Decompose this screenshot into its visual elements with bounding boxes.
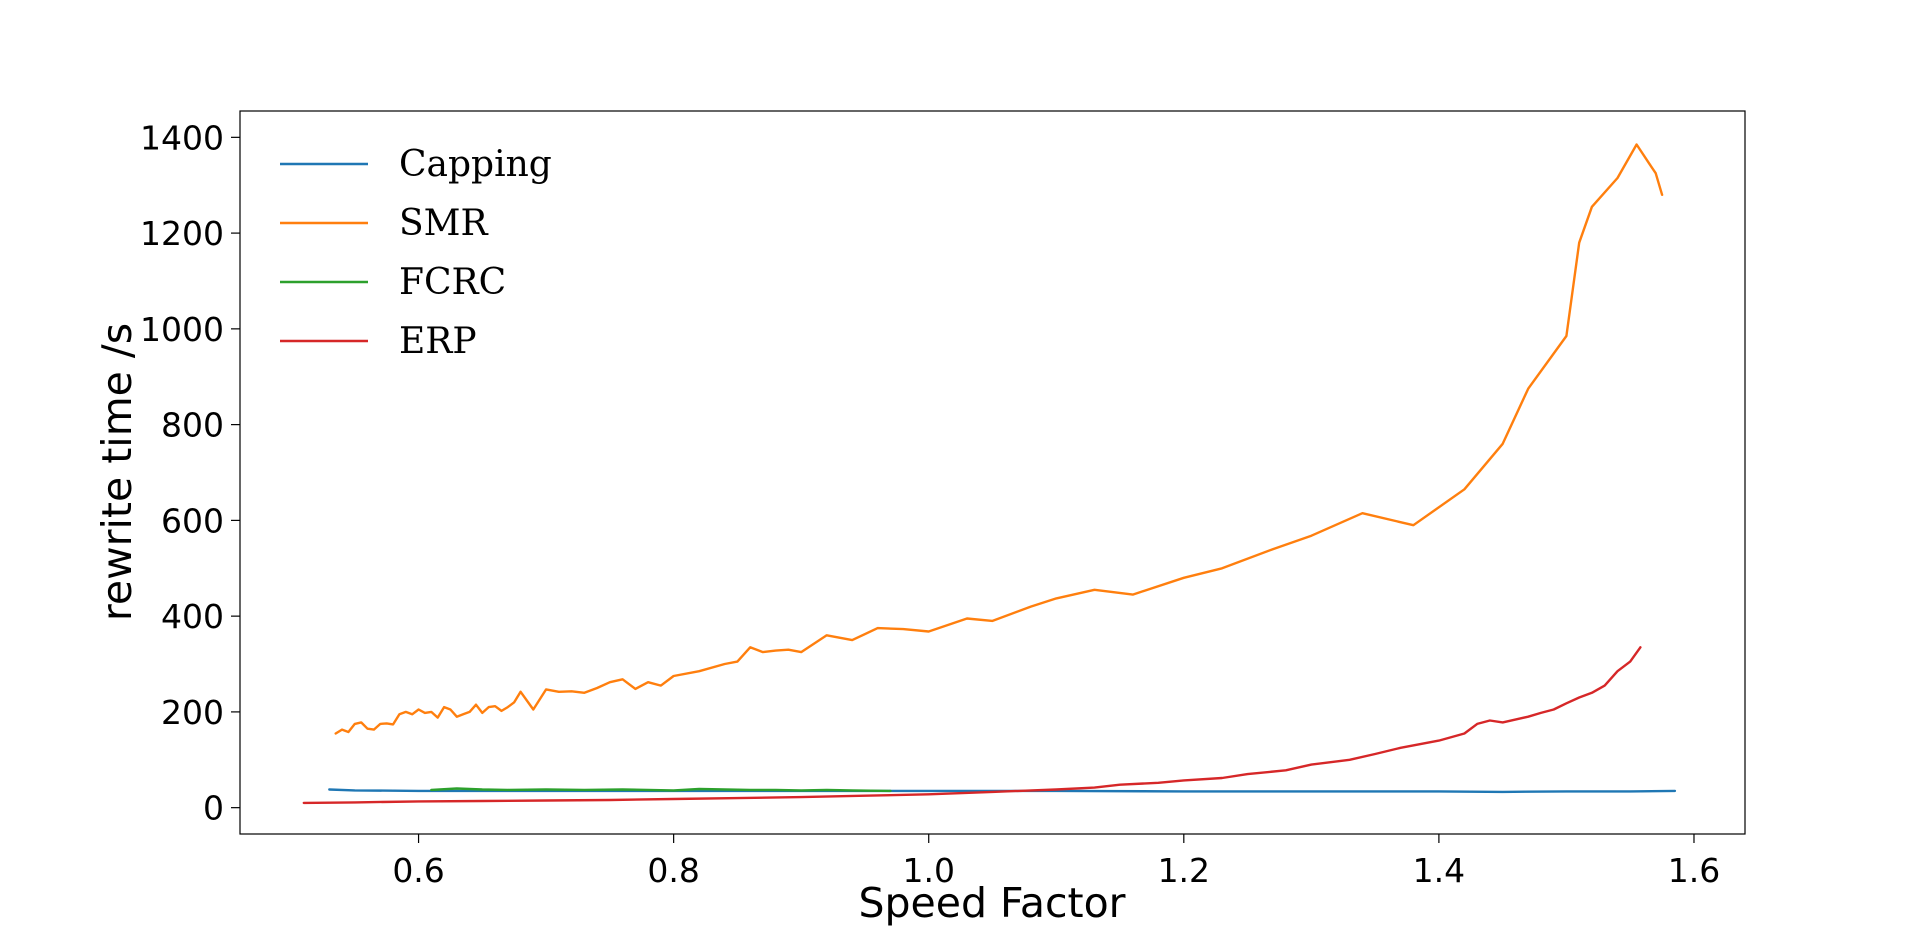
y-tick-label: 1200 xyxy=(140,214,224,253)
series-line-smr xyxy=(334,143,1664,735)
legend-item-capping: Capping xyxy=(280,144,552,185)
legend: Capping SMR FCRC ERP xyxy=(280,144,552,362)
x-axis: 0.6 0.8 1.0 1.2 1.4 1.6 xyxy=(392,834,1720,890)
x-tick-label: 1.2 xyxy=(1158,851,1210,890)
x-tick-label: 0.8 xyxy=(647,851,699,890)
y-tick-label: 200 xyxy=(161,693,224,732)
legend-label: SMR xyxy=(399,203,489,244)
x-tick-label: 1.0 xyxy=(902,851,954,890)
x-tick-label: 1.4 xyxy=(1413,851,1465,890)
x-tick-label: 1.6 xyxy=(1668,851,1720,890)
legend-label: ERP xyxy=(399,321,477,362)
y-tick-label: 1400 xyxy=(140,118,224,157)
y-tick-label: 800 xyxy=(161,406,224,445)
plot-frame xyxy=(239,110,1746,835)
series-line-fcrc xyxy=(430,787,892,793)
legend-label: Capping xyxy=(399,144,552,185)
y-tick-label: 600 xyxy=(161,501,224,540)
x-axis-title: Speed Factor xyxy=(858,879,1125,927)
y-tick-label: 0 xyxy=(203,789,224,828)
legend-item-fcrc: FCRC xyxy=(280,262,506,303)
series-layer xyxy=(302,143,1677,805)
series-line-erp xyxy=(302,646,1642,805)
y-tick-label: 1000 xyxy=(140,310,224,349)
y-axis-title: rewrite time /s xyxy=(93,323,141,621)
y-tick-label: 400 xyxy=(161,597,224,636)
legend-item-smr: SMR xyxy=(280,203,489,244)
x-tick-label: 0.6 xyxy=(392,851,444,890)
y-axis: 0 200 400 600 800 1000 1200 1400 xyxy=(140,118,240,828)
legend-item-erp: ERP xyxy=(280,321,477,362)
legend-label: FCRC xyxy=(399,262,506,303)
